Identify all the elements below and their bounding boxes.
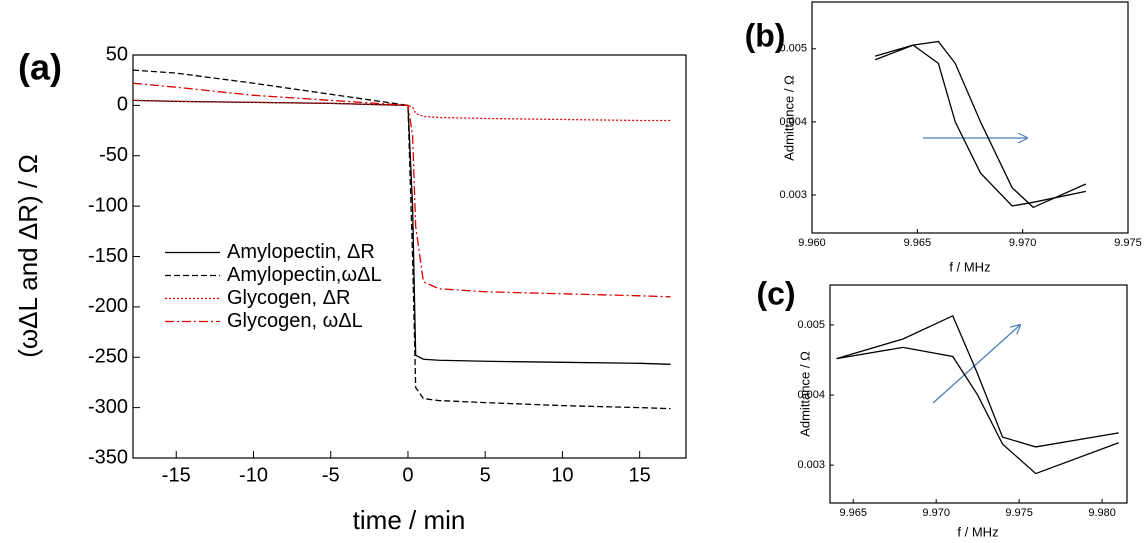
series-line (132, 82, 671, 298)
legend-label: Glycogen, ωΔL (227, 310, 363, 332)
series-line (132, 99, 671, 122)
x-tick-label: 9.965 (839, 507, 867, 519)
y-tick-label: 0.004 (779, 116, 807, 128)
y-tick-label: -200 (88, 295, 128, 317)
series-line (875, 40, 1087, 209)
legend-label: Glycogen, ΔR (227, 287, 350, 309)
series-line (132, 69, 671, 410)
x-tick-label: 9.980 (1088, 507, 1116, 519)
plot-frame (132, 54, 687, 459)
x-tick-label: 15 (629, 464, 651, 486)
y-axis-label: (ωΔL and ΔR) / Ω (13, 154, 43, 358)
y-axis-label: Admittance / Ω (781, 75, 796, 161)
x-tick-label: -5 (322, 464, 340, 486)
panel-label: (a) (18, 47, 62, 88)
x-tick-label: -10 (239, 464, 268, 486)
x-axis-label: f / MHz (957, 524, 998, 539)
y-tick-label: -300 (88, 396, 128, 418)
y-tick-label: 0.003 (797, 459, 825, 471)
series-line (836, 346, 1119, 475)
series-line (874, 44, 1087, 207)
y-tick-label: 0 (117, 94, 128, 116)
y-tick-label: 0.005 (797, 319, 825, 331)
legend-label: Amylopectin, ΔR (227, 241, 375, 263)
shift-arrow (932, 325, 1020, 404)
x-tick-label: 9.960 (798, 237, 826, 249)
y-axis-label: Admittance / Ω (797, 351, 812, 437)
plot-frame (829, 284, 1128, 504)
x-tick-label: 9.975 (1114, 237, 1142, 249)
panel-label: (c) (756, 275, 795, 311)
y-tick-label: -250 (88, 346, 128, 368)
x-tick-label: 0 (402, 464, 413, 486)
x-tick-label: 5 (480, 464, 491, 486)
x-tick-label: 9.965 (904, 237, 932, 249)
x-axis-label: time / min (353, 505, 466, 535)
panel-label: (b) (745, 17, 786, 53)
y-tick-label: 50 (106, 43, 128, 65)
x-axis-label: f / MHz (949, 259, 990, 274)
x-tick-label: 9.975 (1005, 507, 1033, 519)
plot-frame (811, 1, 1129, 234)
x-tick-label: -15 (162, 464, 191, 486)
legend-label: Amylopectin,ωΔL (227, 264, 382, 286)
x-tick-label: 10 (551, 464, 573, 486)
x-tick-label: 9.970 (922, 507, 950, 519)
y-tick-label: 0.003 (779, 189, 807, 201)
x-tick-label: 9.970 (1009, 237, 1037, 249)
y-tick-label: 0.005 (779, 43, 807, 55)
y-tick-label: -350 (88, 446, 128, 468)
y-tick-label: 0.004 (797, 389, 825, 401)
y-tick-label: -150 (88, 245, 128, 267)
series-line (132, 99, 671, 365)
series-line (836, 314, 1119, 448)
y-tick-label: -50 (99, 144, 128, 166)
y-tick-label: -100 (88, 194, 128, 216)
